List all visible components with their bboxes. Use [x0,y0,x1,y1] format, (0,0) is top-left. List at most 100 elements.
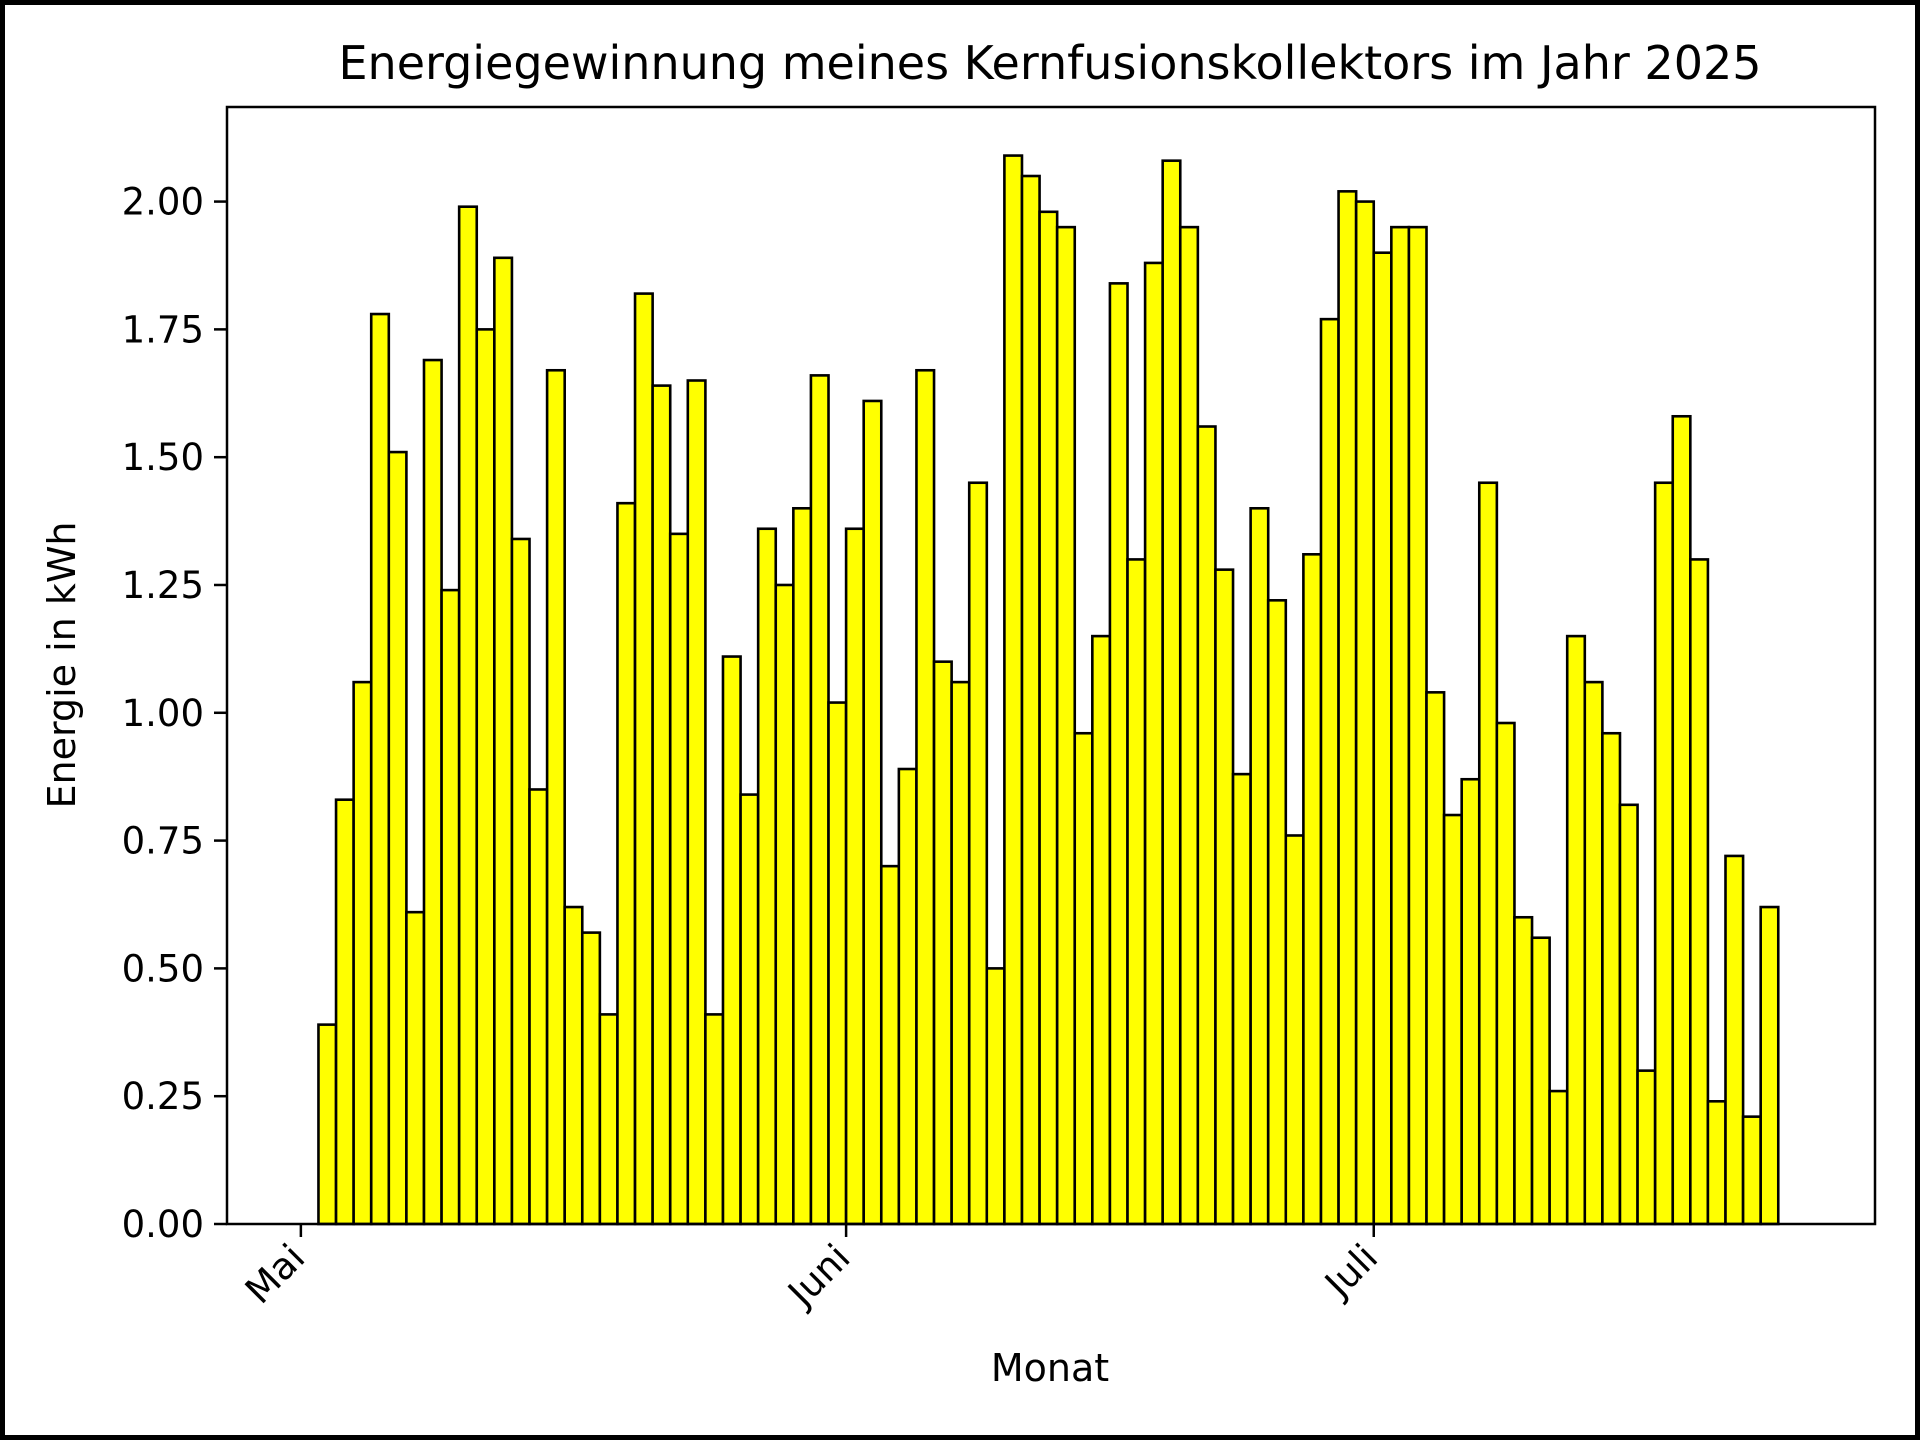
bar-day-28 [774,583,795,1226]
y-tick-label: 0.00 [122,1203,204,1246]
bar-day-60 [1337,190,1358,1226]
bar-day-35 [897,767,918,1226]
bar-day-36 [915,368,936,1226]
bar-day-25 [721,655,742,1226]
plot-area-frame [225,105,1877,1226]
x-tick-label: Juni [778,1236,858,1316]
bar-day-79 [1671,414,1692,1226]
bar-day-74 [1583,680,1604,1226]
bar-day-56 [1266,599,1288,1226]
bar-day-80 [1689,558,1710,1226]
bar-day-33 [862,399,883,1226]
bar-day-37 [932,660,953,1226]
bar-day-49 [1143,261,1164,1226]
x-axis: Mai Juni Juli [237,1224,1386,1316]
bar-day-57 [1284,834,1305,1226]
bar-day-78 [1653,481,1675,1226]
bar-day-81 [1706,1100,1727,1226]
bar-day-75 [1601,731,1622,1226]
bar-day-63 [1390,225,1411,1226]
bar-day-39 [967,481,989,1226]
bar-day-59 [1319,317,1340,1226]
bar-day-8 [422,358,443,1226]
bar-day-69 [1495,721,1516,1226]
bar-day-44 [1055,225,1077,1226]
bar-day-29 [792,506,813,1226]
bar-day-65 [1425,691,1446,1226]
bar-day-45 [1073,731,1094,1226]
bar-day-30 [809,374,830,1226]
bar-day-83 [1741,1115,1762,1226]
bar-day-17 [580,931,602,1226]
chart-title: Energiegewinnung meines Kernfusionskolle… [338,36,1761,90]
bar-day-34 [879,864,901,1226]
bar-day-62 [1372,251,1393,1226]
bar-day-67 [1460,777,1481,1226]
bar-day-21 [651,384,672,1226]
bar-day-27 [756,527,778,1226]
bar-day-61 [1354,200,1376,1226]
bar-day-52 [1196,425,1217,1226]
x-tick-label: Juli [1315,1236,1386,1307]
y-tick-label: 0.50 [122,947,204,990]
bar-day-3 [334,798,355,1226]
bar-day-7 [405,910,426,1226]
bar-day-26 [739,793,760,1226]
bar-day-12 [493,256,514,1226]
bar-day-22 [668,532,690,1226]
bar-day-48 [1126,558,1147,1226]
bar-day-82 [1724,854,1745,1226]
x-tick-label: Mai [237,1236,313,1312]
bar-day-24 [704,1013,725,1226]
bar-day-73 [1565,634,1587,1226]
bar-day-66 [1442,813,1463,1226]
bar-day-5 [369,312,391,1226]
x-axis-label: Monat [991,1346,1109,1390]
bar-day-50 [1161,159,1182,1226]
y-tick-label: 1.25 [122,564,204,607]
bar-day-47 [1108,282,1129,1226]
bar-day-31 [827,701,848,1226]
bar-day-72 [1548,1089,1569,1226]
bar-day-42 [1020,174,1041,1226]
bar-day-14 [528,788,549,1226]
bar-day-23 [686,379,707,1226]
bar-day-41 [1003,154,1024,1226]
bar-day-70 [1513,915,1534,1226]
bar-day-64 [1407,225,1428,1226]
y-tick-label: 0.25 [122,1075,204,1118]
y-tick-label: 1.00 [122,692,204,735]
y-tick-label: 1.50 [122,436,204,479]
bar-day-76 [1618,803,1639,1226]
bar-day-68 [1477,481,1499,1226]
bar-day-18 [598,1013,619,1226]
y-tick-label: 0.75 [122,820,204,863]
bar-day-19 [616,501,637,1226]
bar-day-55 [1249,506,1270,1226]
bar-day-10 [457,205,479,1226]
bar-day-2 [317,1023,338,1226]
bar-day-77 [1636,1069,1657,1226]
bar-day-84 [1759,905,1780,1226]
bar-day-9 [440,588,461,1226]
bar-day-38 [950,680,971,1226]
bar-day-46 [1091,634,1112,1226]
bar-day-16 [563,905,584,1226]
bar-day-40 [985,967,1006,1226]
bar-day-4 [352,680,373,1226]
bar-day-13 [510,537,531,1226]
bar-day-20 [633,292,654,1226]
bar-day-43 [1038,210,1059,1226]
bar-day-71 [1530,936,1551,1226]
bar-series [317,154,1780,1226]
bar-day-6 [387,450,408,1226]
y-axis: 0.00 0.25 0.50 0.75 1.00 1.25 1.50 1.75 2.00 [122,181,227,1246]
bar-day-58 [1302,553,1323,1226]
y-axis-label: Energie in kWh [40,522,84,809]
bar-day-32 [844,527,865,1226]
bar-day-51 [1178,225,1200,1226]
y-tick-label: 2.00 [122,181,204,224]
bar-day-54 [1231,772,1252,1226]
y-tick-label: 1.75 [122,308,204,351]
